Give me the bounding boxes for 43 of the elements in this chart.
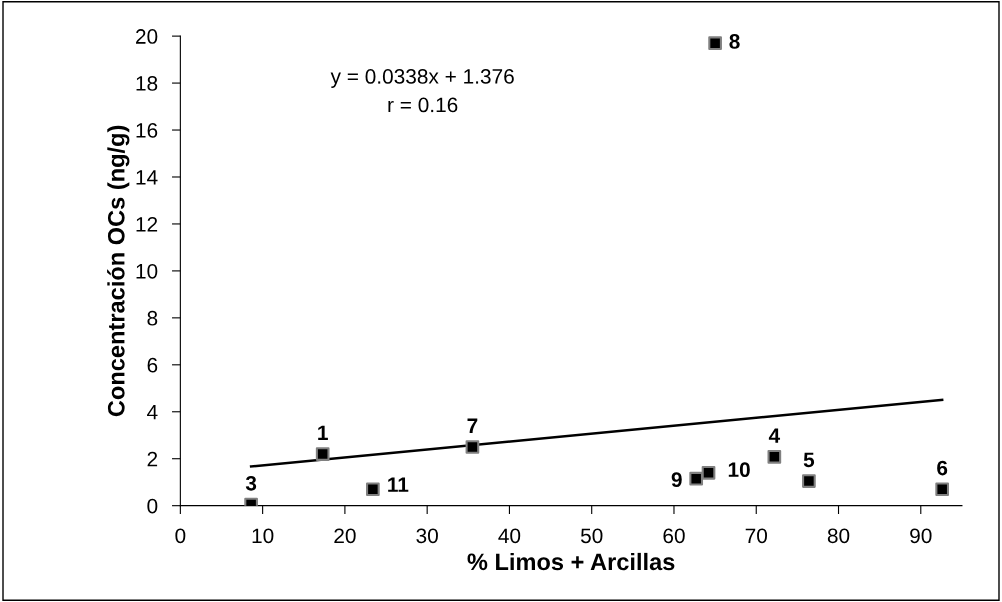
point [465, 440, 480, 454]
x-tick-label: 20 [334, 528, 356, 544]
point [935, 482, 950, 497]
annotation: 7 [467, 418, 478, 433]
annotation: 3 [245, 475, 257, 491]
point [708, 36, 722, 51]
annotation: 4 [768, 428, 781, 443]
x-tick-label: 40 [498, 528, 521, 544]
point [315, 447, 330, 461]
y-tick-label: 18 [136, 76, 158, 91]
point [366, 482, 380, 497]
x-tick-label: 30 [416, 528, 438, 544]
x-tick-label: 0 [175, 528, 186, 544]
x-tick-label: 60 [663, 528, 685, 544]
y-tick-label: 6 [147, 357, 158, 373]
point [701, 465, 716, 480]
y-tick-label: 8 [147, 310, 158, 326]
x-tick-label: 90 [910, 528, 932, 544]
y-tick-label: 16 [136, 123, 158, 138]
annotation: 8 [729, 34, 740, 49]
y-tick-label: 10 [136, 263, 158, 279]
annotation: 1 [318, 425, 328, 440]
x-axis-title: % Limos + Arcillas [467, 552, 675, 571]
y-tick-label: 0 [147, 498, 158, 514]
annotation: y = 0.0338x + 1.376 r = 0.16 [330, 69, 514, 113]
point [802, 474, 816, 488]
y-tick-label: 4 [147, 404, 158, 420]
y-tick-label: 2 [147, 451, 158, 467]
x-tick-label: 50 [580, 528, 603, 544]
annotation: 11 [388, 477, 409, 492]
y-tick-label: 14 [136, 170, 158, 185]
annotation: 9 [671, 472, 682, 488]
annotation: 5 [803, 452, 815, 468]
point [689, 471, 704, 486]
x-tick-label: 70 [745, 528, 768, 544]
x-tick-label: 80 [827, 528, 850, 544]
y-tick-label: 20 [136, 29, 158, 44]
y-tick-label: 12 [136, 216, 158, 232]
point [767, 450, 782, 464]
annotation: 6 [937, 460, 948, 476]
annotation: 10 [728, 462, 750, 478]
x-tick-label: 10 [252, 528, 274, 544]
y-axis-title: Concentración OCs (ng/g) [107, 125, 130, 417]
